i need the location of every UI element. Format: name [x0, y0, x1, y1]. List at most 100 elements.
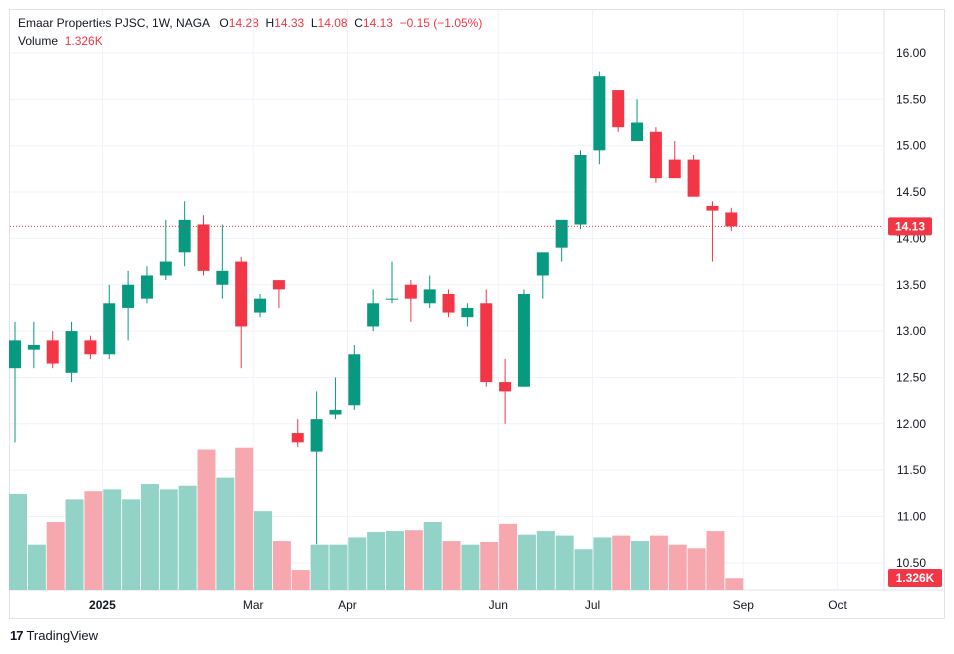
volume-bar — [725, 578, 744, 590]
change-value: −0.15 (−1.05%) — [399, 16, 483, 30]
candle-body — [574, 154, 587, 225]
candle-body — [499, 382, 512, 392]
volume-bar — [122, 499, 141, 590]
candle-body — [65, 331, 78, 373]
volume-bar — [687, 548, 706, 590]
candle-body — [197, 224, 210, 271]
y-tick-label: 10.50 — [896, 556, 926, 570]
volume-bar — [103, 489, 122, 590]
volume-bar — [480, 541, 499, 590]
candle-body — [536, 252, 549, 276]
x-tick-label: Mar — [243, 598, 264, 612]
candle-body — [687, 159, 700, 197]
volume-bar — [593, 537, 612, 590]
high-label: H — [265, 16, 275, 30]
symbol-title: Emaar Properties PJSC, 1W, NAGA — [18, 16, 210, 30]
candle-body — [348, 354, 361, 406]
volume-bar — [442, 541, 461, 590]
last-price-label: 14.13 — [895, 219, 925, 233]
high-value: 14.33 — [274, 16, 305, 30]
y-tick-label: 12.50 — [896, 370, 926, 384]
volume-bar — [555, 535, 574, 590]
tradingview-logo[interactable]: 17 TradingView — [10, 628, 98, 643]
volume-bar — [461, 544, 480, 590]
candle-body — [122, 284, 135, 308]
x-tick-label: Jul — [585, 598, 600, 612]
volume-bar — [404, 530, 423, 590]
volume-bar — [84, 491, 103, 590]
candle-body — [103, 303, 116, 355]
candle-body — [404, 284, 417, 299]
candlestick-chart[interactable]: 16.0015.5015.0014.5014.0013.5013.0012.50… — [0, 0, 954, 620]
low-label: L — [310, 16, 318, 30]
candle-body — [461, 307, 474, 318]
x-tick-label: 2025 — [89, 598, 116, 612]
close-label: C — [354, 16, 363, 30]
volume-bar — [499, 523, 518, 590]
candle-body — [159, 261, 172, 276]
volume-bar — [706, 531, 725, 590]
candle-body — [235, 261, 248, 327]
candle-body — [649, 131, 662, 179]
volume-bar — [159, 489, 178, 590]
legend-volume: Volume 1.326K — [18, 34, 103, 48]
candle-body — [46, 340, 59, 364]
low-value: 14.08 — [317, 16, 348, 30]
x-tick-label: Apr — [338, 598, 357, 612]
candle-body — [612, 90, 625, 128]
y-tick-label: 15.00 — [896, 139, 926, 153]
candle-body — [27, 345, 40, 350]
volume-bar — [631, 541, 650, 590]
candle-body — [254, 298, 267, 313]
candle-body — [423, 289, 436, 304]
y-tick-label: 16.00 — [896, 46, 926, 60]
y-tick-label: 13.00 — [896, 324, 926, 338]
candle-body — [140, 275, 153, 299]
volume-bar — [367, 532, 386, 590]
open-label: O — [219, 16, 229, 30]
volume-bar — [329, 544, 348, 590]
y-tick-label: 14.50 — [896, 185, 926, 199]
candle-body — [725, 212, 738, 227]
candle-body — [555, 219, 568, 248]
volume-bar — [46, 522, 65, 590]
y-tick-label: 11.00 — [897, 510, 926, 524]
y-tick-label: 15.50 — [896, 92, 926, 106]
x-tick-label: Oct — [828, 598, 847, 612]
volume-bar — [574, 549, 593, 590]
candle-body — [442, 294, 455, 313]
y-tick-label: 12.00 — [896, 417, 926, 431]
candle-body — [593, 76, 606, 151]
chart-frame — [9, 9, 945, 619]
close-value: 14.13 — [362, 16, 393, 30]
volume-label: Volume — [18, 34, 59, 48]
volume-bar — [140, 483, 159, 590]
candle-body — [216, 270, 229, 285]
candle-body — [178, 219, 191, 253]
tradingview-brand: TradingView — [26, 628, 99, 643]
last-volume-badge — [888, 569, 942, 587]
volume-bar — [216, 477, 235, 590]
volume-bar — [65, 499, 84, 590]
volume-bar — [423, 522, 442, 590]
legend-ohlc: Emaar Properties PJSC, 1W, NAGA O14.28 H… — [18, 16, 482, 30]
volume-bar — [612, 535, 631, 590]
candle-body — [668, 159, 681, 179]
candle-body — [386, 298, 398, 300]
candle-body — [329, 409, 342, 415]
candle-body — [291, 433, 304, 443]
volume-value: 1.326K — [64, 34, 103, 48]
volume-bar — [386, 531, 404, 590]
volume-bar — [27, 544, 46, 590]
x-tick-label: Sep — [733, 598, 755, 612]
candle-body — [272, 280, 285, 290]
volume-bar — [197, 449, 216, 590]
candle-body — [517, 294, 530, 387]
candle-body — [9, 340, 21, 369]
volume-bar — [649, 535, 668, 590]
candle-body — [84, 340, 97, 355]
y-tick-label: 13.50 — [896, 278, 926, 292]
x-tick-label: Jun — [489, 598, 508, 612]
volume-bar — [536, 531, 555, 590]
volume-bar — [178, 485, 197, 590]
